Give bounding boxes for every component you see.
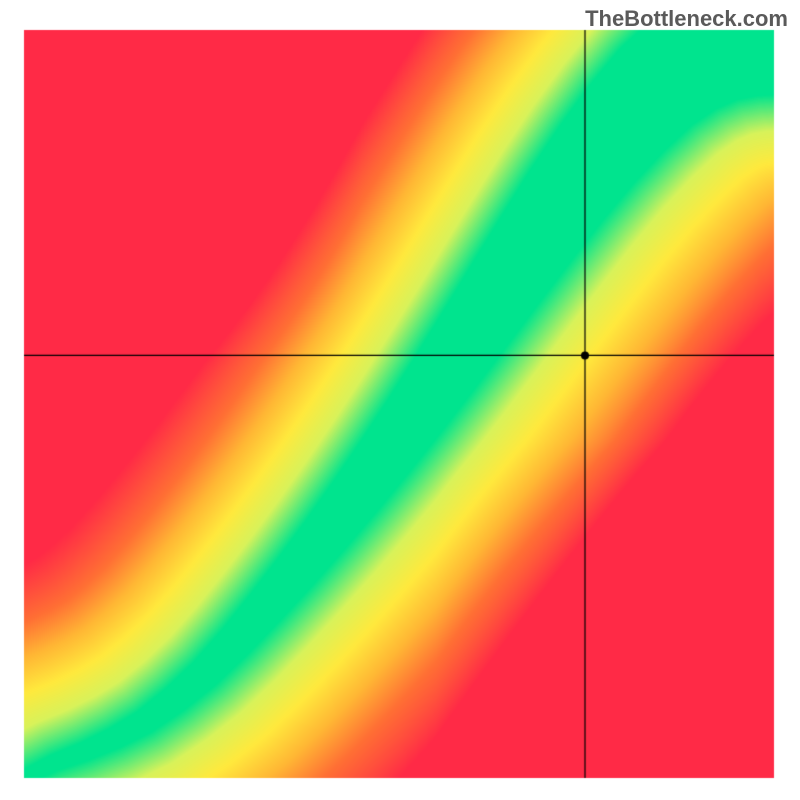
chart-container: TheBottleneck.com <box>0 0 800 800</box>
watermark-text: TheBottleneck.com <box>585 6 788 32</box>
bottleneck-heatmap <box>0 0 800 800</box>
